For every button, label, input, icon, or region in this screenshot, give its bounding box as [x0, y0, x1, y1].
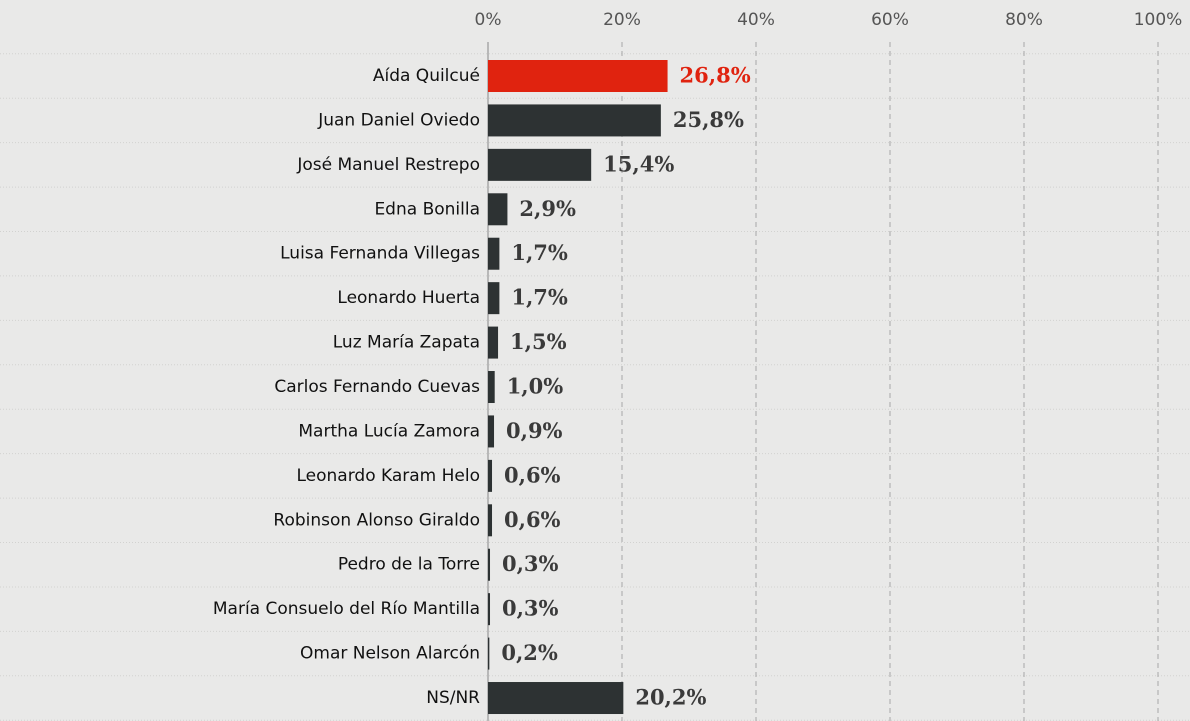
value-label: 1,7%	[511, 240, 568, 265]
bar	[488, 593, 491, 626]
bar	[488, 104, 661, 137]
category-label: Leonardo Karam Helo	[296, 466, 480, 486]
bar	[488, 459, 493, 492]
category-label: Luz María Zapata	[333, 333, 480, 353]
bar	[488, 415, 495, 448]
category-label: Aída Quilcué	[373, 66, 480, 86]
category-label: Edna Bonilla	[374, 199, 480, 219]
value-label: 1,5%	[510, 329, 567, 354]
x-tick-label: 100%	[1134, 10, 1183, 30]
bar	[488, 326, 499, 359]
category-label: José Manuel Restrepo	[296, 155, 480, 175]
value-label: 26,8%	[680, 63, 751, 88]
x-tick-label: 60%	[871, 10, 909, 30]
x-tick-label: 0%	[475, 10, 502, 30]
x-tick-label: 20%	[603, 10, 641, 30]
bar	[488, 148, 592, 181]
value-label: 20,2%	[635, 685, 706, 710]
category-label: Carlos Fernando Cuevas	[274, 377, 480, 397]
category-label: Martha Lucía Zamora	[298, 421, 480, 441]
value-label: 2,9%	[519, 196, 576, 221]
category-label: María Consuelo del Río Mantilla	[213, 599, 480, 619]
value-label: 25,8%	[673, 107, 744, 132]
bar	[488, 637, 490, 670]
value-label: 0,9%	[506, 418, 563, 443]
x-tick-label: 80%	[1005, 10, 1043, 30]
bar	[488, 60, 668, 92]
category-label: Leonardo Huerta	[337, 288, 480, 308]
category-label: Pedro de la Torre	[338, 555, 480, 575]
value-label: 0,3%	[502, 596, 559, 621]
value-label: 0,6%	[504, 462, 561, 487]
value-label: 0,3%	[502, 551, 559, 576]
value-label: 1,7%	[511, 285, 568, 310]
x-tick-label: 40%	[737, 10, 775, 30]
value-label: 15,4%	[603, 151, 674, 176]
bar	[488, 371, 495, 404]
value-label: 1,0%	[507, 374, 564, 399]
bar	[488, 282, 500, 315]
bar	[488, 237, 500, 270]
bar	[488, 193, 508, 226]
category-label: NS/NR	[426, 688, 480, 708]
bar	[488, 682, 624, 715]
value-label: 0,2%	[501, 640, 558, 665]
category-label: Luisa Fernanda Villegas	[280, 244, 480, 264]
category-label: Omar Nelson Alarcón	[300, 644, 480, 664]
category-label: Robinson Alonso Giraldo	[273, 510, 480, 530]
category-label: Juan Daniel Oviedo	[317, 110, 480, 130]
bar	[488, 504, 493, 537]
value-label: 0,6%	[504, 507, 561, 532]
bar	[488, 548, 491, 581]
